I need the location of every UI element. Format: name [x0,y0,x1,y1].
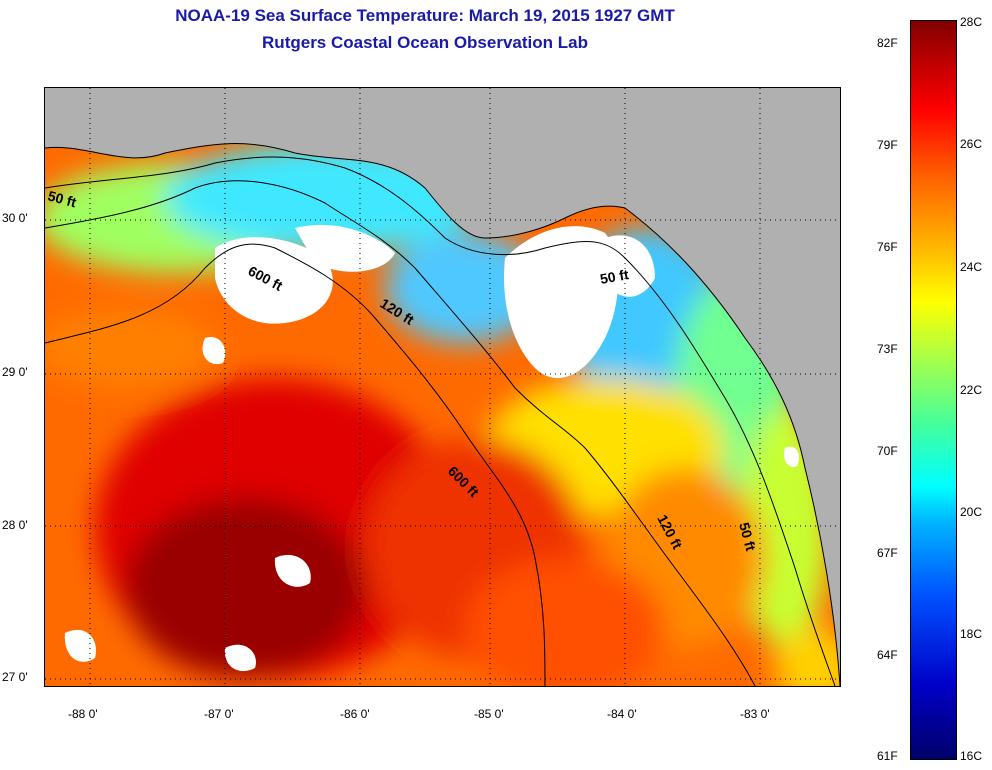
sst-map: 50 ft 600 ft 120 ft 600 ft 50 ft 120 ft … [44,87,841,687]
map-title: NOAA-19 Sea Surface Temperature: March 1… [175,6,675,25]
colorbar-c-26: 26C [960,137,983,151]
cloud-patches [64,224,800,672]
contour-label-50ft-west: 50 ft [46,187,78,210]
lat-label-27: 27 0' [2,670,28,684]
colorbar-f-79: 79F [877,138,898,152]
colorbar-c-18: 18C [960,627,983,641]
colorbar-f-64: 64F [877,648,898,662]
colorbar-f-70: 70F [877,444,898,458]
colorbar-f-76: 76F [877,240,898,254]
lon-label-88: -88 0' [68,707,98,721]
colorbar-f-61: 61F [877,749,898,763]
temperature-colorbar [910,20,957,760]
lon-label-87: -87 0' [204,707,234,721]
colorbar-f-82: 82F [877,36,898,50]
colorbar-c-28: 28C [960,15,983,29]
colorbar-c-20: 20C [960,505,983,519]
bathymetry-contours [45,156,836,686]
lon-label-85: -85 0' [474,707,504,721]
coastline [45,143,840,686]
lat-label-29: 29 0' [2,365,28,379]
contour-label-50ft-bigbend: 50 ft [599,266,630,287]
lon-label-86: -86 0' [340,707,370,721]
lon-label-84: -84 0' [607,707,637,721]
map-subtitle: Rutgers Coastal Ocean Observation Lab [262,33,588,52]
contour-label-50ft-south: 50 ft [736,521,759,553]
lat-label-28: 28 0' [2,518,28,532]
colorbar-c-22: 22C [960,383,983,397]
colorbar-f-73: 73F [877,342,898,356]
colorbar-f-67: 67F [877,546,898,560]
lat-label-30: 30 0' [2,211,28,225]
lon-label-83: -83 0' [740,707,770,721]
colorbar-c-16: 16C [960,749,983,763]
colorbar-c-24: 24C [960,260,983,274]
